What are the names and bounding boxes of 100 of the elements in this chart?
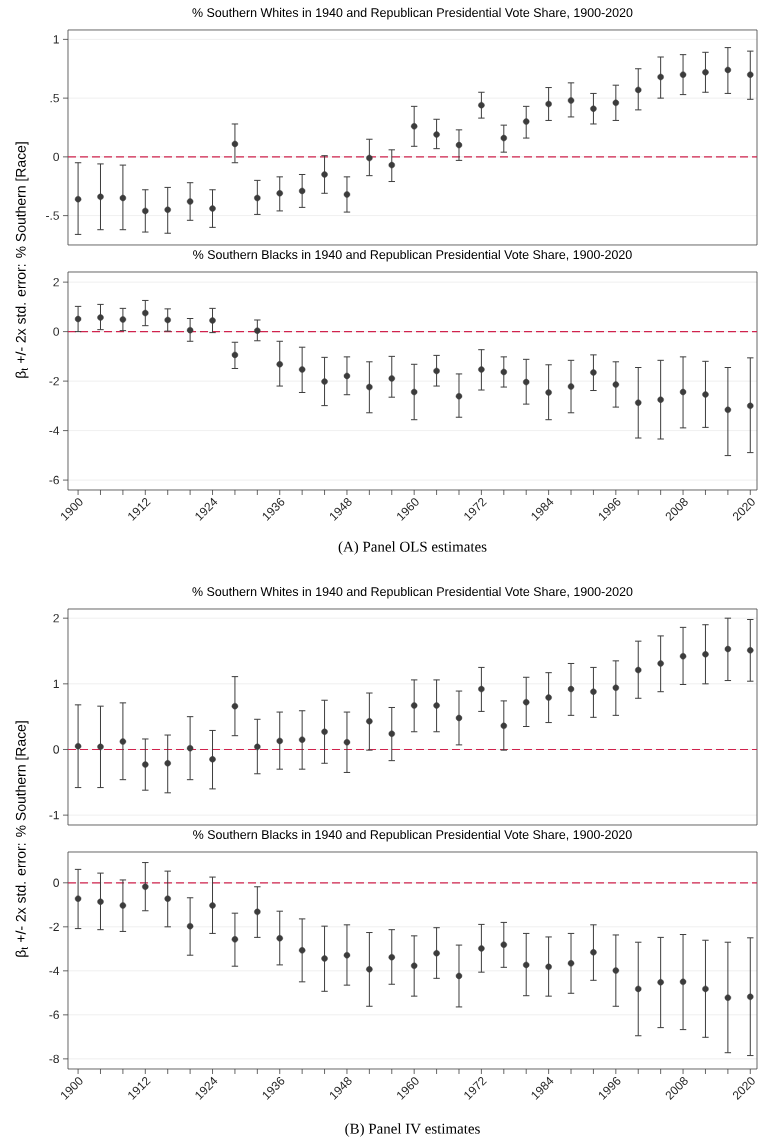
point (433, 131, 440, 138)
point (612, 381, 620, 388)
point (478, 366, 485, 373)
point (612, 967, 620, 974)
point (142, 207, 149, 215)
point (590, 688, 597, 695)
point (343, 372, 351, 380)
point (590, 369, 597, 376)
point (567, 685, 575, 693)
point (74, 315, 82, 323)
point (298, 187, 306, 195)
point (343, 191, 351, 198)
y-axis-title: β$_{t}$ +/- 2x std. error: % Southern [Race] (15, 142, 29, 378)
point (186, 744, 194, 752)
point (590, 105, 597, 112)
point (724, 645, 732, 653)
point (231, 936, 239, 943)
point (545, 389, 552, 396)
point (366, 718, 373, 725)
point (410, 123, 418, 130)
point (254, 327, 261, 334)
point (164, 206, 171, 213)
point (366, 154, 373, 162)
point (97, 193, 104, 201)
point (164, 895, 171, 902)
point (97, 898, 104, 905)
point (679, 388, 687, 396)
point (657, 660, 664, 667)
y-tick-label: -4 (49, 426, 60, 435)
point (545, 100, 552, 108)
point (590, 949, 597, 956)
point (635, 666, 642, 674)
y-tick-label: -2 (49, 922, 59, 931)
point (635, 985, 642, 993)
y-tick-label: -4 (49, 966, 60, 975)
point (702, 69, 709, 76)
point (164, 760, 171, 767)
text: (B) Panel IV estimates (345, 1123, 480, 1137)
point (523, 699, 530, 706)
point (410, 962, 418, 969)
point (209, 317, 216, 324)
point (455, 393, 463, 400)
point (343, 739, 351, 746)
y-tick-label: -6 (49, 475, 59, 485)
y-tick-label: 0 (53, 878, 60, 888)
y-tick-label: -.5 (46, 211, 59, 220)
chart-title: % Southern Whites in 1940 and Republican Presidential Vote Share, 1900-2020 (192, 586, 633, 599)
point (702, 391, 709, 398)
point (119, 902, 127, 909)
point (523, 118, 530, 125)
point (500, 368, 508, 376)
y-tick-label: -6 (49, 1010, 59, 1020)
point (276, 190, 283, 197)
point (500, 941, 508, 948)
point (298, 366, 306, 373)
point (298, 736, 306, 743)
point (321, 728, 328, 735)
y-tick-label: 1 (53, 679, 59, 688)
point (119, 316, 127, 323)
point (231, 140, 239, 148)
point (545, 694, 552, 701)
point (209, 756, 216, 763)
point (231, 702, 239, 710)
y-tick-label: 0 (53, 745, 60, 754)
y-tick-label: -2 (49, 376, 59, 386)
point (97, 743, 104, 751)
point (142, 309, 149, 317)
point (321, 378, 328, 385)
chart-title: % Southern Whites in 1940 and Republican Presidential Vote Share, 1900-2020 (192, 7, 633, 20)
point (657, 396, 664, 403)
point (702, 651, 709, 658)
point (276, 935, 283, 942)
point (455, 714, 463, 722)
point (276, 361, 283, 368)
point (410, 388, 418, 396)
point (433, 950, 440, 957)
point (567, 960, 575, 967)
point (523, 378, 530, 386)
point (478, 685, 485, 693)
point (657, 979, 664, 986)
point (433, 367, 440, 375)
point (276, 737, 283, 745)
point (567, 383, 575, 390)
point (433, 702, 440, 709)
point (657, 73, 664, 81)
point (635, 399, 642, 406)
point (500, 134, 508, 142)
point (186, 922, 194, 930)
point (478, 945, 485, 952)
point (186, 198, 194, 205)
point (142, 761, 149, 768)
point (500, 722, 508, 730)
point (119, 194, 127, 202)
point (612, 99, 620, 107)
point (254, 743, 261, 751)
point (74, 895, 82, 902)
point (455, 141, 463, 149)
y-tick-label: 2 (53, 614, 59, 623)
point (567, 97, 575, 104)
point (343, 952, 351, 959)
